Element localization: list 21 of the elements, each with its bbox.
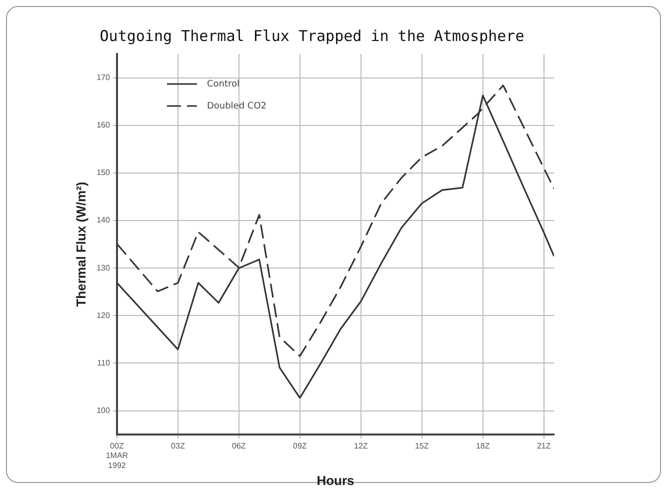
chart-title: Outgoing Thermal Flux Trapped in the Atmosphere [100,26,524,45]
y-tick-label: 160 [96,120,110,130]
x-tick-label: 18Z [476,442,490,451]
y-tick-label: 110 [97,358,110,368]
y-tick-label: 150 [96,168,110,178]
y-tick-label: 130 [96,263,110,272]
x-tick-label: 09Z [293,442,307,451]
y-tick-label: 140 [96,216,110,225]
y-tick-label: 100 [96,406,110,416]
legend-label: Doubled CO2 [206,101,267,112]
x-tick-label: 06Z [232,442,246,451]
y-axis-title: Thermal Flux (W/m²) [73,182,88,307]
x-tick-label: 03Z [171,442,185,451]
x-tick-label: 00Z 1MAR 1992 [106,442,128,470]
y-tick-label: 120 [96,310,110,320]
x-axis-title: Hours [316,472,354,488]
y-tick-label: 170 [96,72,110,82]
x-tick-label: 15Z [414,442,429,451]
x-tick-label: 12Z [354,442,368,451]
x-tick-label: 21Z [536,442,551,451]
legend-label: Control [206,79,240,90]
